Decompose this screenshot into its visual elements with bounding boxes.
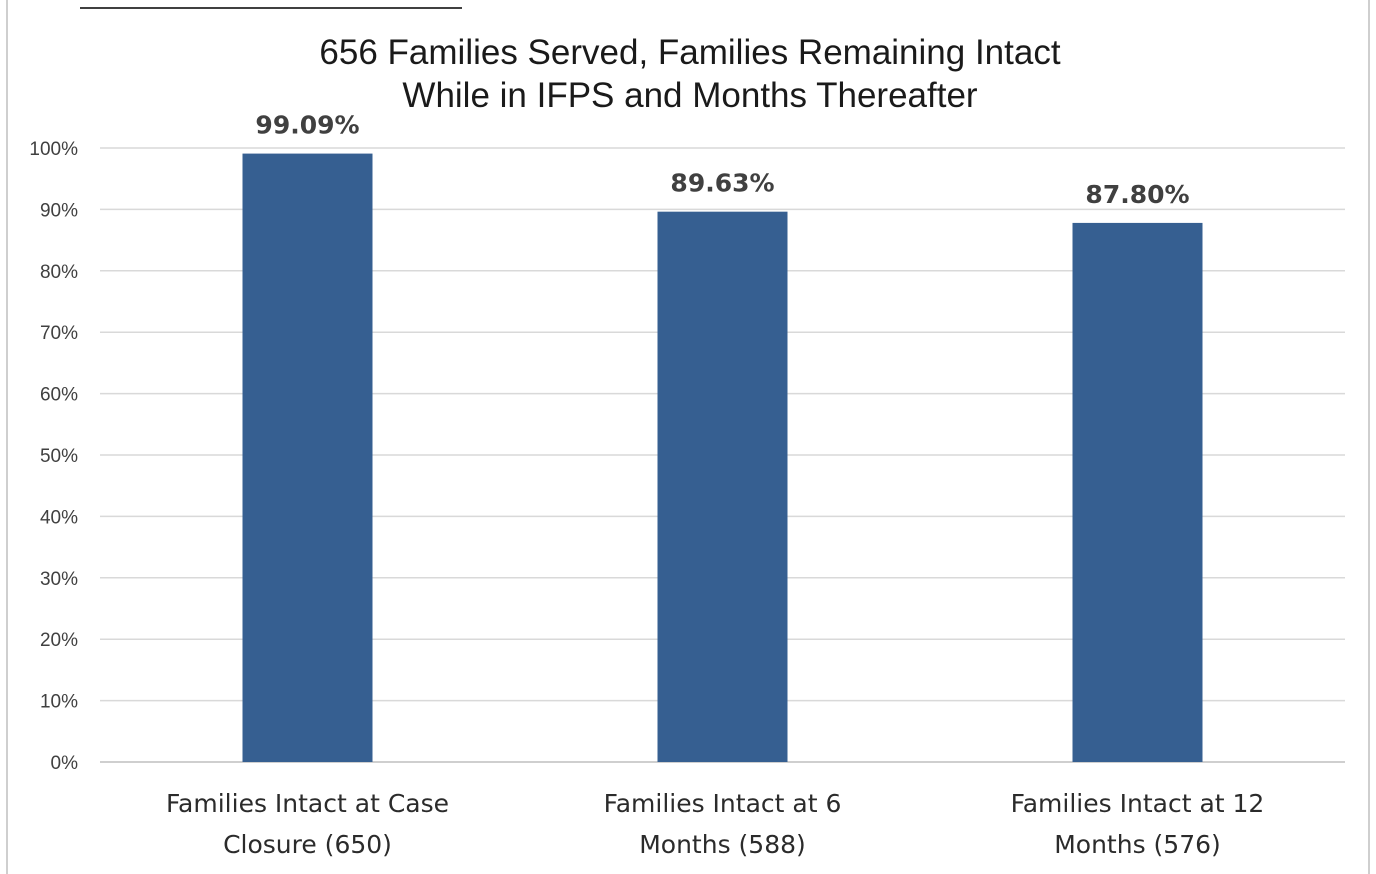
category-label: Families Intact at 6 [604, 789, 842, 818]
data-labels: 99.09% 89.63% 87.80% [255, 111, 1189, 209]
y-tick-label: 40% [40, 507, 78, 528]
x-axis-category-labels: Families Intact at Case Closure (650) Fami… [166, 789, 1264, 859]
y-tick-label: 70% [40, 323, 78, 344]
y-tick-label: 50% [40, 446, 78, 467]
bars [242, 153, 1203, 762]
y-tick-label: 90% [40, 200, 78, 221]
category-label: Families Intact at Case [166, 789, 449, 818]
data-label: 87.80% [1085, 180, 1189, 209]
chart-title-line-2: While in IFPS and Months Thereafter [402, 76, 978, 115]
y-tick-label: 10% [40, 692, 78, 713]
y-tick-label: 80% [40, 262, 78, 283]
y-tick-label: 60% [40, 385, 78, 406]
category-label: Months (588) [639, 830, 806, 859]
bar [242, 153, 373, 762]
chart-title-line-1: 656 Families Served, Families Remaining … [319, 33, 1060, 72]
category-label: Families Intact at 12 [1011, 789, 1265, 818]
data-label: 99.09% [255, 111, 359, 140]
y-tick-label: 0% [51, 753, 79, 774]
y-axis-tick-labels: 0% 10% 20% 30% 40% 50% 60% 70% 80% 90% 100% [29, 139, 78, 774]
y-tick-label: 20% [40, 630, 78, 651]
bar [1072, 222, 1203, 762]
category-label: Closure (650) [223, 830, 392, 859]
bar [657, 211, 788, 762]
category-label: Months (576) [1054, 830, 1221, 859]
data-label: 89.63% [670, 169, 774, 198]
y-tick-label: 100% [29, 139, 78, 160]
y-tick-label: 30% [40, 569, 78, 590]
